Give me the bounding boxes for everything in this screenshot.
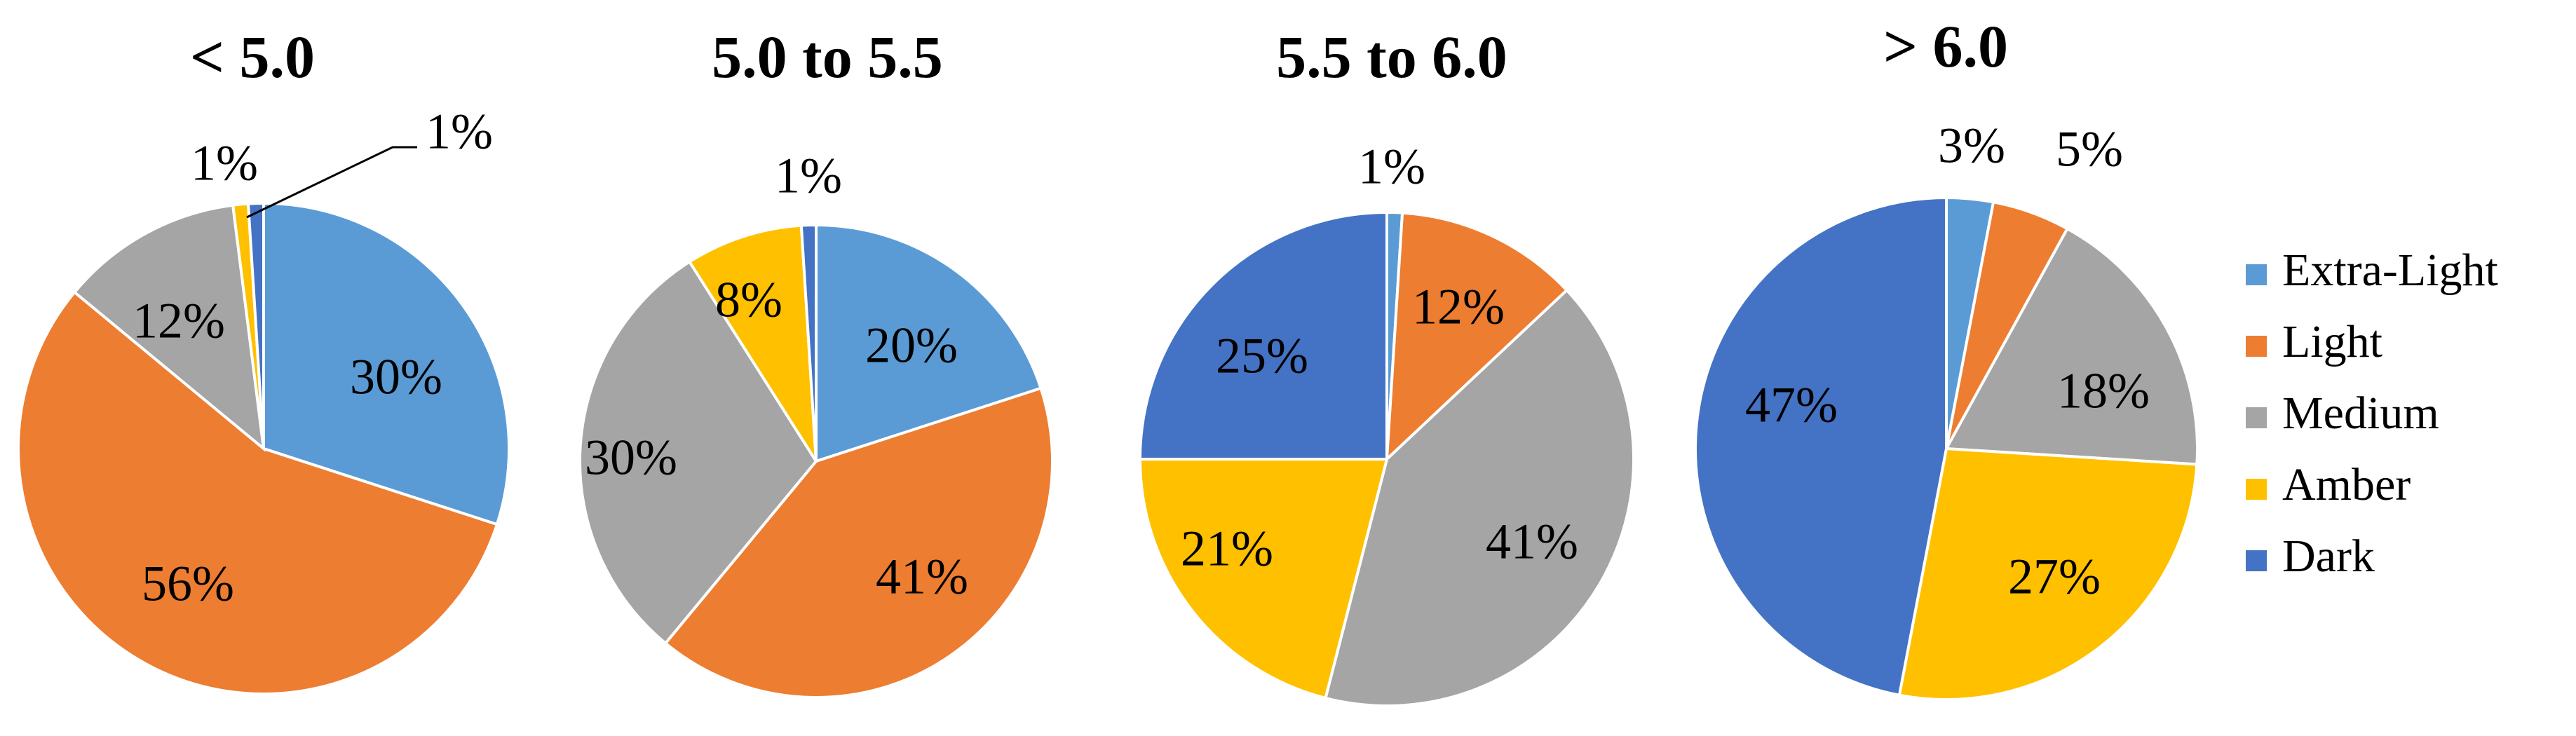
data-label-light: 56%: [142, 556, 234, 612]
legend-label: Extra-Light: [2282, 245, 2498, 296]
legend-swatch: [2246, 264, 2267, 285]
pie-slice-medium: [578, 259, 818, 646]
pie-chart-3: 5.5 to 6.0 1% 12% 41% 21% 25%: [1138, 23, 1636, 707]
pie-slice-light: [663, 386, 1055, 699]
pie-slice-dark: [246, 201, 265, 449]
legend-swatch: [2246, 479, 2267, 500]
data-label-medium: 41%: [1486, 514, 1578, 570]
legend: Extra-Light Light Medium Amber Dark: [2246, 245, 2498, 582]
data-label-extra-light: 20%: [865, 318, 958, 374]
data-label-dark: 25%: [1216, 328, 1308, 384]
data-label-dark: 47%: [1745, 377, 1838, 433]
data-label-dark: 1%: [775, 148, 842, 204]
pie-slice-extra-light: [262, 201, 510, 526]
pie-slice-light: [1385, 211, 1569, 463]
data-label-dark: 1%: [426, 104, 493, 160]
legend-item-light: Light: [2246, 316, 2382, 367]
pie-slice-amber: [1897, 447, 2199, 701]
data-label-light: 12%: [1412, 279, 1505, 335]
pie-slice-extra-light: [815, 223, 1043, 463]
data-label-amber: 8%: [715, 272, 782, 328]
legend-swatch: [2246, 407, 2267, 428]
data-label-medium: 18%: [2057, 363, 2150, 419]
pie-slice-light: [17, 290, 499, 695]
leader-line: [246, 146, 417, 219]
pie-title: 5.5 to 6.0: [1276, 23, 1507, 90]
legend-item-dark: Dark: [2246, 531, 2375, 582]
legend-label: Amber: [2282, 459, 2411, 510]
legend-label: Dark: [2282, 531, 2375, 582]
pie-slice-medium: [1324, 288, 1636, 707]
data-label-light: 5%: [2056, 121, 2123, 177]
data-label-amber: 21%: [1181, 521, 1273, 577]
pie-slice-amber: [687, 224, 818, 463]
legend-item-extra-light: Extra-Light: [2246, 245, 2498, 296]
pie-slice-amber: [1138, 458, 1389, 700]
data-label-medium: 30%: [585, 430, 677, 486]
data-label-amber: 27%: [2008, 549, 2101, 605]
data-label-medium: 12%: [133, 293, 225, 349]
pie-chart-2: 5.0 to 5.5 20% 41% 30% 8% 1%: [578, 23, 1055, 699]
data-label-extra-light: 1%: [1358, 139, 1425, 195]
pie-slice-dark: [1694, 196, 1948, 697]
pie-title: 5.0 to 5.5: [712, 23, 943, 90]
pie-chart-1: < 5.0 30% 56% 12% 1% 1%: [17, 23, 510, 695]
data-label-extra-light: 30%: [350, 349, 442, 405]
data-label-extra-light: 3%: [1938, 118, 2005, 174]
pie-title: > 6.0: [1883, 13, 2008, 80]
legend-item-medium: Medium: [2246, 388, 2439, 439]
pie-chart-4: > 6.0 3% 5% 18% 27% 47%: [1694, 13, 2199, 701]
legend-label: Light: [2282, 316, 2382, 367]
pie-slice-dark: [799, 223, 818, 462]
pie-slice-medium: [1944, 226, 2199, 466]
data-label-amber: 1%: [191, 135, 258, 191]
legend-swatch: [2246, 550, 2267, 571]
data-label-light: 41%: [876, 549, 968, 605]
pie-slice-dark: [1138, 210, 1388, 461]
legend-item-amber: Amber: [2246, 459, 2411, 510]
pie-title: < 5.0: [190, 23, 315, 90]
legend-label: Medium: [2282, 388, 2439, 439]
pie-slice-medium: [72, 203, 266, 452]
legend-swatch: [2246, 336, 2267, 357]
